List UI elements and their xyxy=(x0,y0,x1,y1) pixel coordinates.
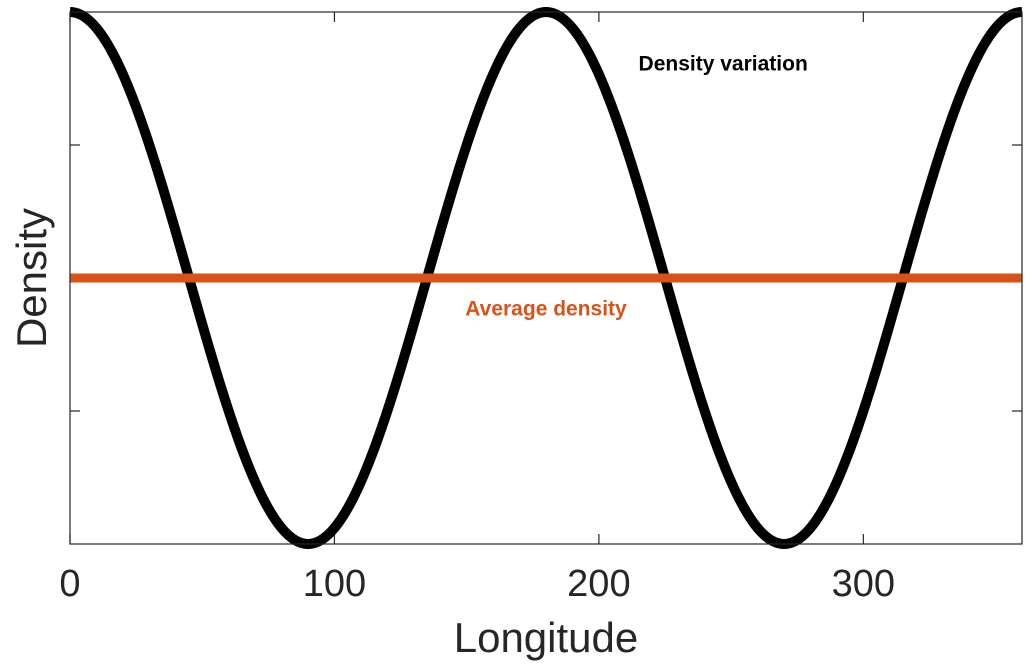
x-tick-label: 0 xyxy=(59,563,80,605)
x-tick-labels: 0 100 200 300 xyxy=(59,563,895,605)
y-axis-title: Density xyxy=(8,208,55,348)
x-axis-title: Longitude xyxy=(454,614,639,661)
x-tick-label: 200 xyxy=(567,563,630,605)
plot-area-border xyxy=(69,11,1023,545)
annotations: Density variation Average density xyxy=(465,53,808,321)
density-variation-label: Density variation xyxy=(639,53,808,76)
x-tick-label: 300 xyxy=(832,563,895,605)
average-density-label: Average density xyxy=(465,297,627,320)
x-tick-label: 100 xyxy=(303,563,366,605)
